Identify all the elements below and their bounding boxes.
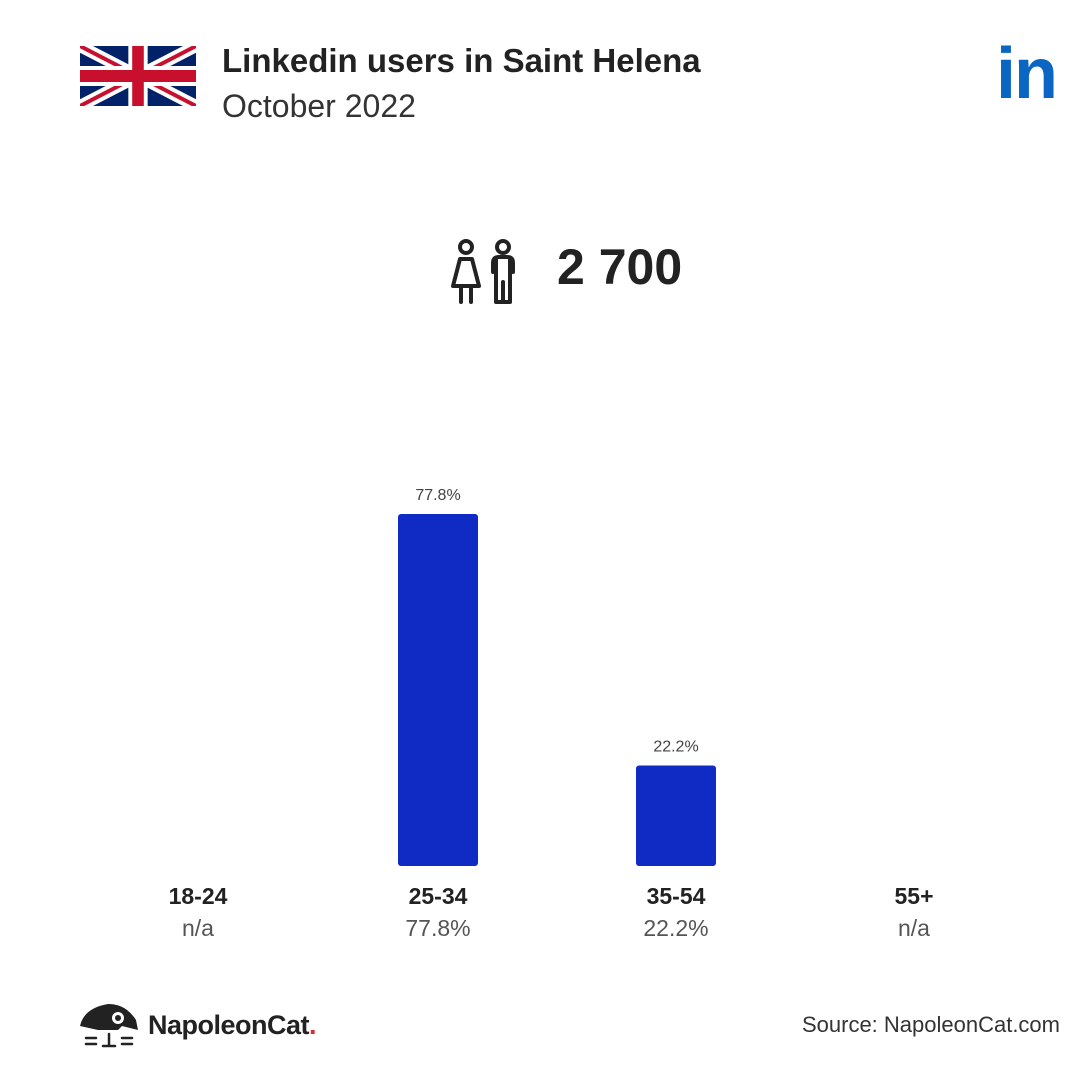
- total-users-value: 2 700: [557, 239, 683, 295]
- category-value: 22.2%: [643, 915, 709, 941]
- uk-flag-icon: [80, 46, 196, 106]
- brand-name-text: NapoleonCat: [148, 1010, 310, 1040]
- chart-title: Linkedin users in Saint Helena: [222, 42, 701, 79]
- category-label: 18-24: [168, 883, 228, 909]
- brand-dot: .: [309, 1010, 317, 1040]
- category-value: n/a: [182, 915, 214, 941]
- source-note: Source: NapoleonCat.com: [801, 1012, 1060, 1037]
- bar-value-label: 22.2%: [653, 739, 698, 756]
- category-label: 25-34: [408, 883, 468, 909]
- category-value: 77.8%: [405, 915, 471, 941]
- category-label: 35-54: [646, 883, 706, 909]
- bar-35-54: [636, 765, 716, 866]
- chart-subtitle: October 2022: [222, 88, 416, 124]
- category-label: 55+: [894, 883, 934, 909]
- category-value: n/a: [898, 915, 930, 941]
- linkedin-logo: in: [996, 34, 1058, 114]
- napoleoncat-brand: NapoleonCat.: [148, 1010, 317, 1041]
- bar-value-label: 77.8%: [415, 487, 460, 504]
- people-icon: [451, 239, 515, 304]
- bar-25-34: [398, 514, 478, 866]
- napoleoncat-logo-icon: [80, 1004, 138, 1048]
